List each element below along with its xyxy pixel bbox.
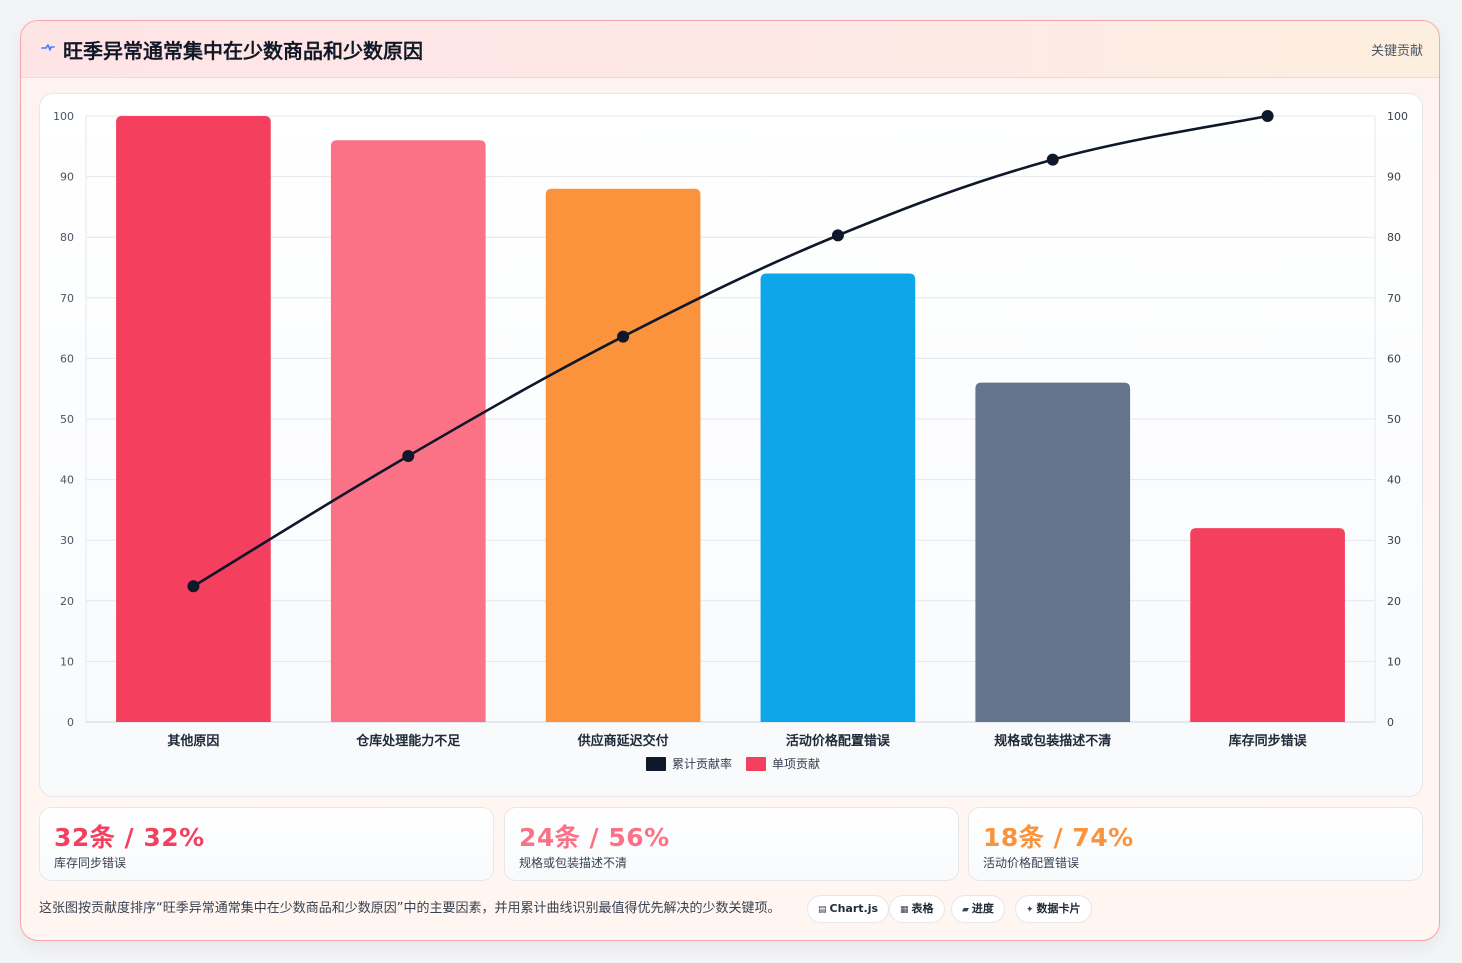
y-tick-label: 60 xyxy=(60,352,74,365)
y-tick-label: 10 xyxy=(60,655,74,668)
chip-label: 进度 xyxy=(971,902,994,915)
y-tick-label: 50 xyxy=(60,413,74,426)
stat-value: 24条 / 56% xyxy=(519,823,670,852)
stat-card-2: 24条 / 56% 规格或包装描述不清 xyxy=(504,807,959,881)
sparkle-icon: ✦ xyxy=(1026,905,1034,915)
x-tick-label: 规格或包装描述不清 xyxy=(994,733,1111,749)
stat-label: 规格或包装描述不清 xyxy=(519,856,628,870)
bar xyxy=(975,382,1131,722)
chip-label: 表格 xyxy=(911,902,934,915)
pareto-chart: 0 0 10 10 20 20 30 30 40 40 50 50 60 60 70 70 80 80 90 90 10… xyxy=(53,110,1408,771)
panel-header: 旺季异常通常集中在少数商品和少数原因 关键贡献 xyxy=(21,21,1439,78)
x-tick-label: 库存同步错误 xyxy=(1229,733,1308,749)
chip-progress[interactable]: ▰ 进度 xyxy=(951,895,1005,923)
x-tick-label: 活动价格配置错误 xyxy=(786,733,891,749)
legend-label: 单项贡献 xyxy=(772,756,820,771)
cumulative-point xyxy=(617,330,630,343)
bar xyxy=(330,140,486,723)
stat-card-3: 18条 / 74% 活动价格配置错误 xyxy=(968,807,1423,881)
stat-label: 活动价格配置错误 xyxy=(983,856,1080,870)
x-tick-label: 仓库处理能力不足 xyxy=(355,733,461,749)
cumulative-point xyxy=(402,449,415,462)
y2-tick-label: 30 xyxy=(1387,534,1401,547)
chip-data-card[interactable]: ✦ 数据卡片 xyxy=(1015,895,1092,923)
bar xyxy=(1190,528,1345,722)
y-tick-label: 0 xyxy=(67,716,74,729)
cumulative-point xyxy=(187,580,200,593)
stat-value: 32条 / 32% xyxy=(54,823,205,852)
stat-label: 库存同步错误 xyxy=(54,856,127,870)
y-tick-label: 90 xyxy=(60,171,74,184)
y-tick-label: 70 xyxy=(60,292,74,305)
bar xyxy=(545,188,701,723)
chart-icon: ▤ xyxy=(818,905,827,915)
y-tick-label: 20 xyxy=(60,595,74,608)
bar xyxy=(116,116,271,722)
cumulative-point xyxy=(831,229,844,242)
y2-tick-label: 60 xyxy=(1387,352,1401,365)
header-tag[interactable]: 关键贡献 xyxy=(1370,44,1423,59)
chart-card: 0 0 10 10 20 20 30 30 40 40 50 50 60 60 70 70 80 80 90 90 10… xyxy=(39,93,1423,797)
cumulative-point xyxy=(1261,110,1274,122)
chart-description: 这张图按贡献度排序“旺季异常通常集中在少数商品和少数原因”中的主要因素，并用累计… xyxy=(39,901,781,916)
progress-icon: ▰ xyxy=(962,905,969,915)
y-tick-label: 100 xyxy=(53,110,74,123)
y2-tick-label: 20 xyxy=(1387,595,1401,608)
pulse-icon xyxy=(41,44,55,51)
chart-panel: 旺季异常通常集中在少数商品和少数原因 关键贡献 0 0 10 10 20 20 30 30 40… xyxy=(20,20,1440,941)
chip-table[interactable]: ▦ 表格 xyxy=(889,895,945,923)
legend-swatch xyxy=(746,757,766,771)
y2-tick-label: 10 xyxy=(1387,655,1401,668)
bar xyxy=(760,273,916,722)
y2-tick-label: 0 xyxy=(1387,716,1394,729)
x-tick-label: 供应商延迟交付 xyxy=(577,733,669,749)
y-tick-label: 40 xyxy=(60,474,74,487)
y2-tick-label: 90 xyxy=(1387,171,1401,184)
chart-title: 旺季异常通常集中在少数商品和少数原因 xyxy=(63,39,423,63)
x-tick-label: 其他原因 xyxy=(167,733,219,749)
y2-tick-label: 50 xyxy=(1387,413,1401,426)
table-icon: ▦ xyxy=(900,905,909,915)
stat-value: 18条 / 74% xyxy=(983,823,1134,852)
legend-label: 累计贡献率 xyxy=(672,756,732,771)
chip-label: Chart.js xyxy=(829,902,879,915)
stat-card-1: 32条 / 32% 库存同步错误 xyxy=(39,807,494,881)
cumulative-point xyxy=(1046,153,1059,166)
chip-label: 数据卡片 xyxy=(1036,902,1081,915)
y2-tick-label: 80 xyxy=(1387,231,1401,244)
y-tick-label: 80 xyxy=(60,231,74,244)
legend: 累计贡献率 单项贡献 xyxy=(646,756,820,771)
cumulative-line xyxy=(192,114,1268,588)
y2-tick-label: 40 xyxy=(1387,474,1401,487)
y2-tick-label: 70 xyxy=(1387,292,1401,305)
y2-tick-label: 100 xyxy=(1387,110,1408,123)
chip-chartjs[interactable]: ▤ Chart.js xyxy=(807,895,890,923)
legend-swatch xyxy=(646,757,666,771)
y-tick-label: 30 xyxy=(60,534,74,547)
